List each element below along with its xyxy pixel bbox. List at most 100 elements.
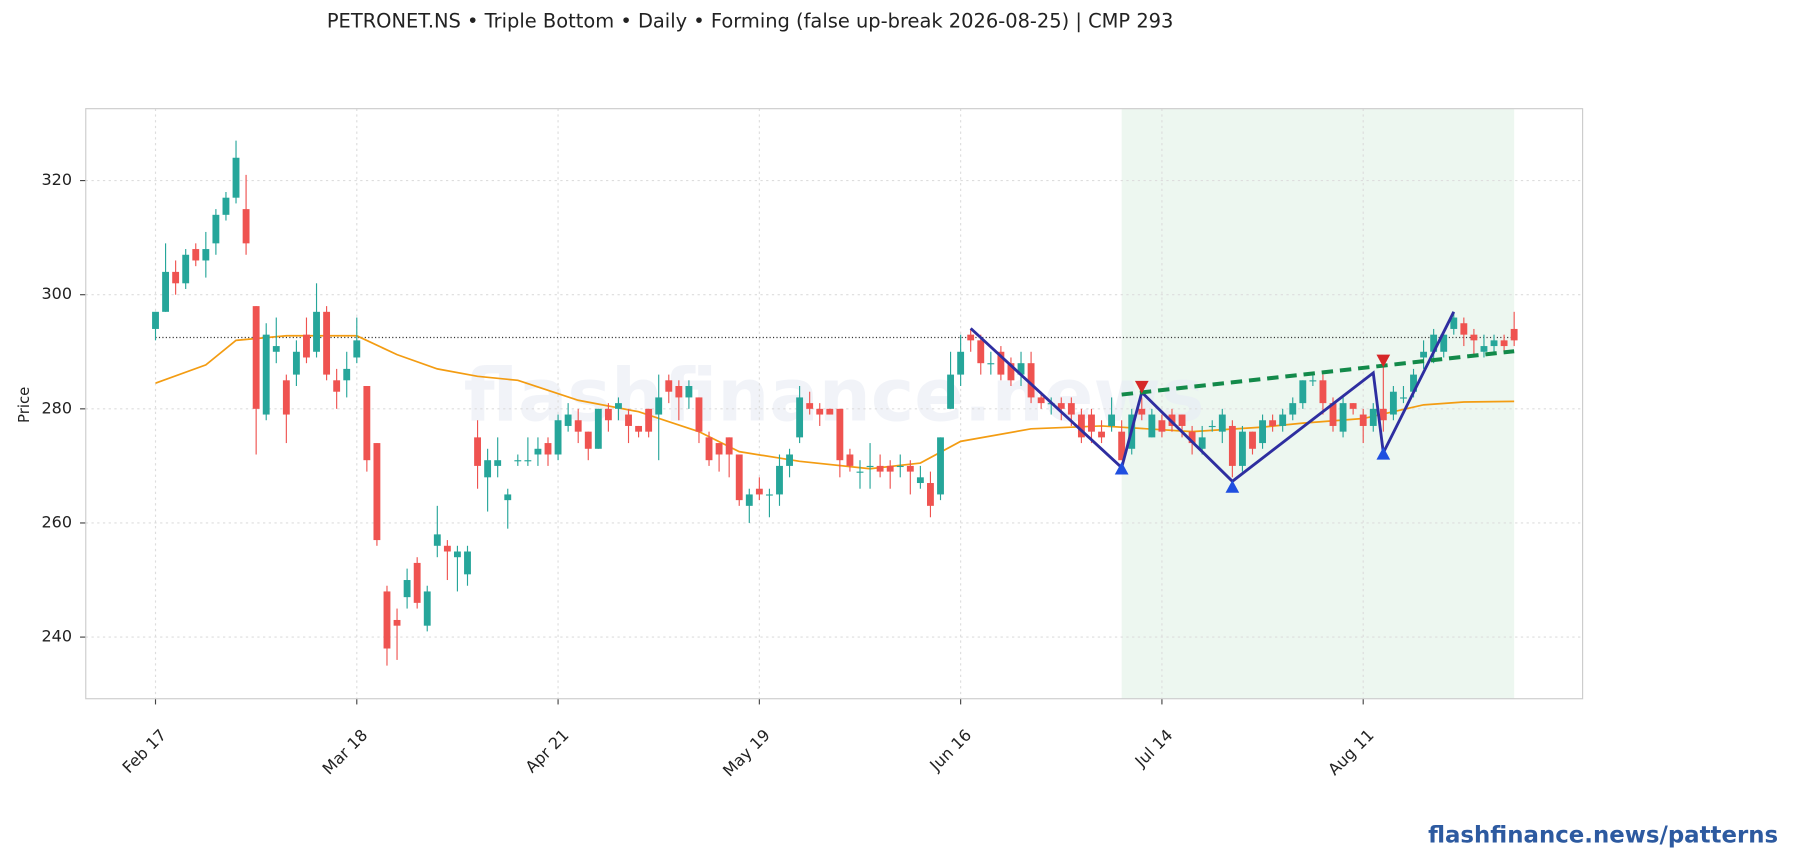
candle-body	[786, 454, 793, 466]
x-tick-label: May 19	[719, 725, 774, 780]
candle-body	[423, 591, 431, 626]
candle-body	[1148, 414, 1156, 438]
candle-body	[504, 494, 512, 501]
candle-body	[1309, 380, 1317, 382]
candle-body	[1158, 420, 1166, 432]
candle-body	[262, 334, 270, 415]
candle-body	[1088, 414, 1095, 432]
candle-body	[172, 271, 180, 284]
chart-title: PETRONET.NS • Triple Bottom • Daily • Fo…	[327, 9, 1174, 32]
candle-body	[957, 351, 965, 375]
candle-body	[1118, 431, 1126, 461]
candle-body	[615, 403, 622, 409]
x-tick-label: Jul 14	[1131, 725, 1177, 771]
candle-body	[937, 437, 944, 495]
candle-body	[1108, 414, 1116, 426]
candle-body	[1510, 328, 1518, 341]
candle-body	[967, 334, 975, 341]
candle-body	[927, 483, 934, 506]
candle-body	[514, 460, 522, 462]
candle-body	[192, 249, 200, 261]
candle-body	[1389, 391, 1397, 415]
neckline	[1121, 349, 1515, 397]
candle-body	[1198, 437, 1206, 449]
candle-body	[1188, 431, 1196, 444]
candle-body	[604, 408, 612, 421]
y-tick-label: 300	[41, 284, 72, 303]
candle-body	[1430, 334, 1438, 352]
candle-body	[282, 380, 290, 415]
candle-body	[635, 425, 643, 432]
candle-body	[1400, 397, 1407, 399]
candle-body	[303, 334, 310, 358]
candle-body	[182, 254, 190, 284]
candle-body	[363, 386, 371, 461]
y-axis-label: Price	[15, 387, 33, 423]
candle-body	[1299, 380, 1307, 404]
candle-body	[1329, 403, 1337, 426]
candle-body	[1470, 334, 1478, 341]
candle-body	[212, 214, 220, 244]
candle-body	[1480, 346, 1488, 352]
candle-body	[1027, 363, 1035, 398]
candle-body	[1349, 403, 1357, 409]
x-tick-label: Mar 18	[318, 725, 371, 778]
y-tick-label: 280	[41, 398, 72, 417]
candle-body	[715, 443, 723, 455]
candle-body	[272, 346, 280, 352]
candle-body	[152, 311, 159, 329]
candle-body	[1359, 414, 1367, 426]
candle-body	[554, 420, 562, 455]
candle-body	[1077, 414, 1085, 438]
candle-body	[544, 443, 552, 455]
y-tick-label: 260	[41, 512, 72, 531]
candle-body	[655, 397, 663, 415]
candle-body	[453, 551, 461, 558]
candle-body	[997, 351, 1005, 375]
x-tick-label: Apr 21	[522, 725, 573, 776]
candle-body	[1098, 431, 1105, 438]
candle-body	[645, 408, 653, 432]
candle-body	[202, 249, 210, 261]
candle-body	[1249, 431, 1256, 449]
candle-body	[1067, 403, 1075, 415]
candle-body	[1369, 408, 1377, 426]
candle-body	[705, 437, 713, 461]
candle-body	[333, 380, 341, 392]
trough-marker	[1225, 480, 1240, 493]
candle-body	[1420, 351, 1428, 358]
candle-body	[735, 454, 743, 501]
candle-body	[1269, 420, 1277, 426]
candle-body	[625, 414, 632, 426]
candle-body	[1339, 403, 1347, 432]
candle-body	[745, 494, 753, 506]
moving-average	[155, 334, 1515, 470]
candle-body	[806, 403, 814, 409]
candle-body	[343, 368, 351, 381]
candle-body	[252, 306, 260, 409]
candle-body	[1138, 408, 1146, 415]
candle-body	[1037, 397, 1045, 404]
candle-body	[1007, 363, 1015, 381]
candle-body	[313, 311, 320, 352]
candle-body	[1238, 431, 1246, 466]
candle-body	[755, 488, 763, 495]
x-tick-label: Jun 16	[925, 725, 975, 775]
x-tick-label: Feb 17	[119, 725, 170, 776]
candle-body	[1289, 403, 1297, 415]
candle-body	[443, 545, 451, 552]
candle-body	[1460, 323, 1468, 335]
candle-body	[1279, 414, 1287, 426]
candle-body	[292, 351, 300, 375]
candle-body	[534, 448, 542, 455]
candle-body	[695, 397, 703, 432]
candle-body	[725, 437, 733, 455]
candle-body	[665, 380, 673, 392]
peak-marker	[1134, 380, 1149, 394]
candle-body	[906, 465, 914, 472]
candle-body	[574, 420, 582, 432]
candle-body	[1440, 334, 1448, 352]
candle-body	[242, 209, 250, 244]
candle-body	[1208, 425, 1216, 428]
